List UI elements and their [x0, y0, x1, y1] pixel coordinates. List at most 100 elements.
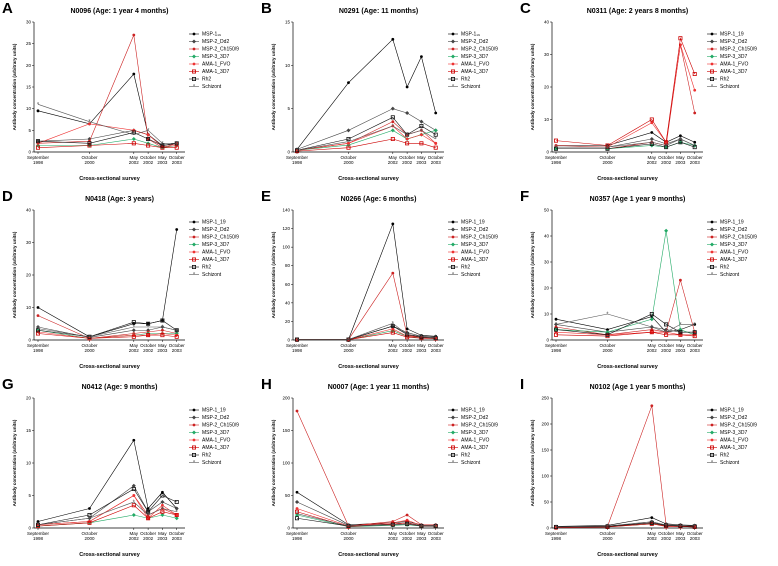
x-tick-label: October	[81, 531, 98, 536]
series-line-0	[556, 132, 695, 146]
legend-marker	[709, 453, 714, 458]
data-point	[678, 330, 683, 335]
data-point: *	[176, 141, 179, 147]
data-point	[36, 306, 40, 309]
x-tick-label: 1998	[551, 536, 562, 541]
x-tick-label: 2000	[84, 536, 95, 541]
chart-panel-d: D N0418 (Age: 3 years) 0 10 20 30 40 Antibody c…	[0, 188, 259, 376]
legend-marker	[191, 445, 196, 450]
chart-title: N0096 (Age: 1 year 4 months)	[70, 8, 168, 15]
x-tick-label: May	[648, 343, 657, 348]
data-point	[161, 490, 164, 494]
series-line-5	[37, 143, 177, 148]
chart-svg: N0291 (Age: 11 months) 0 5 10 15 Antibody con…	[271, 8, 498, 182]
legend-label: Schizont	[461, 460, 481, 466]
x-axis-label: Cross-sectional survey	[338, 364, 399, 370]
legend-label: MSP-1₁₉	[461, 32, 480, 38]
legend-marker	[710, 242, 714, 247]
series-line-7	[555, 313, 695, 333]
data-point	[554, 327, 559, 332]
series-line-3	[555, 230, 695, 336]
y-tick-label: 25	[26, 41, 32, 46]
x-tick-label: October	[140, 155, 157, 160]
series-line-4	[555, 44, 695, 148]
legend-marker: *	[452, 273, 455, 279]
data-point	[295, 409, 299, 413]
chart-svg: N0412 (Age: 9 months) 0 5 10 15 20 Antibody co…	[12, 384, 239, 558]
legend-label: Rh2	[461, 77, 470, 83]
x-tick-label: 2002	[388, 348, 399, 353]
data-point	[161, 503, 164, 507]
x-tick-label: 2003	[431, 160, 442, 165]
legend-label: AMA-1_3D7	[202, 257, 229, 263]
y-tick-label: 0	[546, 526, 549, 531]
panel-letter: H	[261, 376, 272, 393]
legend-label: Rh2	[461, 265, 470, 271]
y-tick-label: 20	[544, 85, 550, 90]
data-point	[295, 516, 300, 521]
legend-label: Rh2	[202, 453, 211, 459]
legend-marker	[710, 32, 714, 36]
x-tick-label: 2003	[172, 348, 183, 353]
legend-label: MSP-1_19	[720, 220, 744, 226]
data-point	[419, 124, 424, 129]
chart-panel-i: I N0102 (Age 1 year 5 months) 0 50 100 150 200…	[518, 376, 777, 564]
series-line-0	[37, 73, 177, 146]
series-line-0	[37, 439, 177, 522]
data-point: *	[347, 140, 350, 146]
panel-letter: F	[520, 188, 530, 205]
y-axis-label: Antibody concentration (arbitrary units)	[530, 419, 535, 506]
data-point: *	[37, 523, 40, 529]
series-line-5	[555, 523, 695, 528]
data-point	[391, 120, 395, 124]
x-tick-label: 2002	[143, 160, 154, 165]
x-tick-label: 2000	[602, 160, 613, 165]
legend-label: AMA-1_3D7	[461, 257, 488, 263]
x-tick-label: 2003	[675, 160, 686, 165]
x-tick-label: 1998	[292, 160, 303, 165]
data-point: *	[435, 523, 438, 529]
data-point: *	[392, 523, 395, 529]
legend-marker	[451, 408, 455, 412]
legend-label: MSP-2_Ch150/9	[720, 235, 757, 241]
data-point	[420, 133, 423, 137]
data-point: *	[651, 520, 654, 526]
legend-marker	[710, 62, 714, 66]
data-point	[405, 85, 409, 89]
data-point	[174, 334, 179, 339]
data-point	[146, 321, 151, 326]
series-line-6	[555, 313, 695, 336]
data-point	[36, 325, 40, 329]
series-line-0	[37, 229, 178, 338]
legend-marker	[192, 438, 196, 442]
data-point: *	[694, 524, 697, 530]
x-tick-label: September	[545, 343, 568, 348]
series-line-6	[556, 141, 695, 150]
x-tick-label: May	[389, 155, 398, 160]
legend-label: MSP-2_Ch150/9	[720, 47, 757, 53]
data-point: *	[420, 334, 423, 340]
chart-title: N0357 (Age 1 year 9 months)	[590, 196, 686, 203]
data-point	[160, 493, 165, 498]
x-tick-label: 2002	[143, 536, 154, 541]
legend-marker	[709, 69, 714, 74]
y-tick-label: 150	[541, 448, 549, 453]
x-tick-label: September	[286, 531, 309, 536]
y-axis-label: Antibody concentration (arbitrary units)	[12, 419, 17, 506]
data-point	[606, 328, 609, 331]
data-point	[433, 145, 438, 150]
legend-marker	[192, 54, 196, 59]
y-tick-label: 40	[285, 300, 291, 305]
legend-label: Schizont	[202, 460, 222, 466]
data-point	[131, 487, 136, 492]
data-point	[146, 507, 150, 510]
data-point	[160, 318, 165, 323]
y-tick-label: 0	[287, 338, 290, 343]
series-line-7	[297, 322, 436, 340]
x-tick-label: October	[428, 343, 445, 348]
data-point	[146, 509, 151, 514]
x-tick-label: 2000	[602, 348, 613, 353]
y-tick-label: 10	[285, 63, 291, 68]
legend-marker	[451, 54, 455, 59]
